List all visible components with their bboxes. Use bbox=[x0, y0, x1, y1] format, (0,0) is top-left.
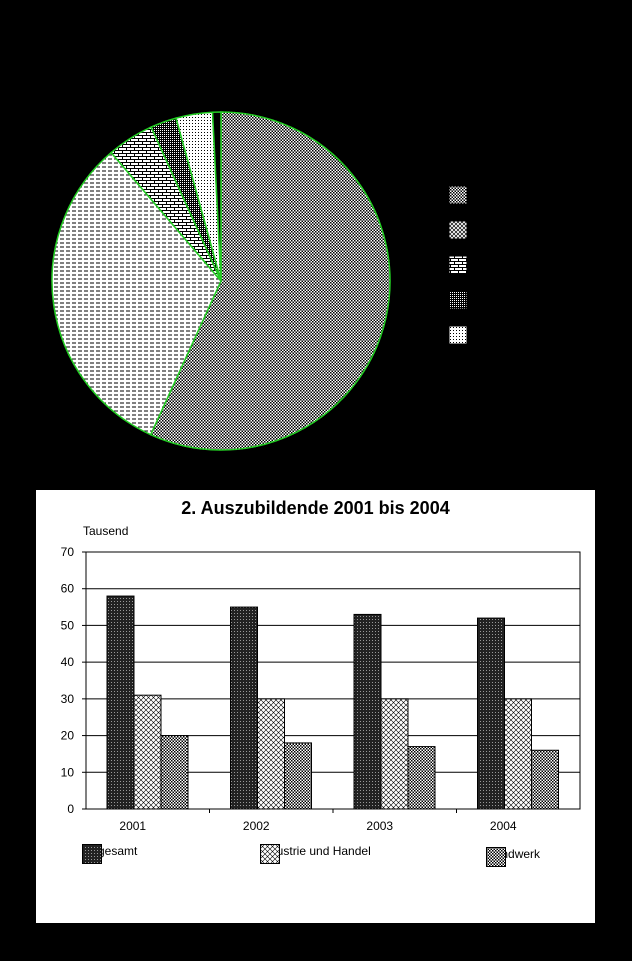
bar-industrie-und-handel-2003 bbox=[380, 698, 409, 810]
pie-legend-swatch-4 bbox=[448, 290, 468, 310]
y-tick-label-40: 40 bbox=[61, 655, 75, 669]
bar-industrie-und-handel-2001 bbox=[133, 694, 162, 810]
bar-chart-panel: 2. Auszubildende 2001 bis 2004 Tausend 0… bbox=[36, 490, 595, 923]
bar-handwerk-2004 bbox=[531, 749, 559, 810]
pie-legend-swatch-2 bbox=[448, 220, 468, 240]
pie-legend-swatch-1 bbox=[448, 185, 468, 205]
pie-slice-2 bbox=[51, 151, 222, 436]
y-tick-label-70: 70 bbox=[61, 545, 75, 559]
x-tick-label-2003: 2003 bbox=[366, 819, 393, 833]
bar-insgesamt-2003 bbox=[353, 613, 382, 810]
x-tick-label-2001: 2001 bbox=[119, 819, 146, 833]
chart-title: 2. Auszubildende 2001 bis 2004 bbox=[181, 498, 450, 518]
legend-swatch-industrie bbox=[260, 844, 280, 864]
bar-handwerk-2001 bbox=[160, 735, 189, 810]
legend-swatch-insgesamt bbox=[82, 844, 102, 864]
y-axis-unit-label: Tausend bbox=[83, 524, 129, 538]
y-tick-label-0: 0 bbox=[67, 802, 74, 816]
pie-legend-swatch-3 bbox=[448, 255, 468, 275]
legend-item-industrie: Industrie und Handel bbox=[260, 844, 371, 864]
legend-item-handwerk: Handwerk bbox=[486, 847, 540, 867]
y-tick-label-20: 20 bbox=[61, 729, 75, 743]
bar-chart: 0 10 20 30 40 50 60 70 2001 2002 2003 2004 bbox=[61, 545, 581, 833]
pie-slice-1 bbox=[149, 111, 391, 451]
bar-industrie-und-handel-2004 bbox=[504, 698, 532, 810]
bar-handwerk-2003 bbox=[407, 746, 436, 810]
x-tick-label-2004: 2004 bbox=[490, 819, 517, 833]
bar-insgesamt-2001 bbox=[106, 595, 135, 810]
legend-label-industrie: Industrie und Handel bbox=[260, 844, 371, 858]
legend-item-insgesamt: Insgesamt bbox=[82, 844, 137, 864]
pie-chart bbox=[51, 111, 468, 451]
bar-handwerk-2002 bbox=[284, 742, 312, 810]
bar-insgesamt-2002 bbox=[230, 606, 258, 810]
bar-insgesamt-2004 bbox=[477, 617, 505, 810]
legend-swatch-handwerk bbox=[486, 847, 506, 867]
x-tick-label-2002: 2002 bbox=[243, 819, 270, 833]
y-tick-label-60: 60 bbox=[61, 582, 75, 596]
y-tick-label-50: 50 bbox=[61, 618, 75, 632]
pie-slice-6 bbox=[211, 111, 222, 282]
y-tick-label-30: 30 bbox=[61, 692, 75, 706]
pie-legend-swatch-5 bbox=[448, 325, 468, 345]
bar-industrie-und-handel-2002 bbox=[257, 698, 285, 810]
y-tick-label-10: 10 bbox=[61, 765, 75, 779]
